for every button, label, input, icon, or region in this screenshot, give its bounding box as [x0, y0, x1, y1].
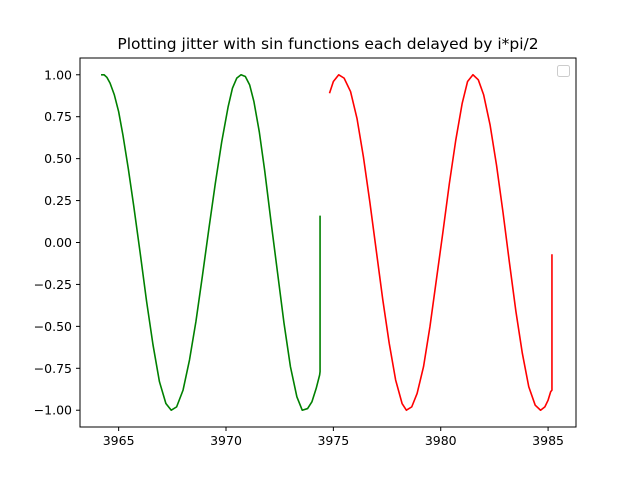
y-tick-label: 0.50	[44, 151, 72, 166]
y-tick-label: −1.00	[34, 403, 72, 418]
legend-box	[557, 65, 570, 77]
y-tick-label: 1.00	[44, 67, 72, 82]
x-tick-label: 3965	[103, 433, 135, 448]
y-tick-label: −0.75	[34, 361, 72, 376]
chart-title: Plotting jitter with sin functions each …	[117, 35, 538, 53]
y-tick-label: −0.25	[34, 277, 72, 292]
series-line-1	[101, 73, 321, 412]
y-tick-label: −0.50	[34, 319, 72, 334]
x-tick-label: 3980	[425, 433, 457, 448]
x-tick-label: 3970	[210, 433, 242, 448]
x-tick-label: 3975	[317, 433, 349, 448]
series-line-2	[328, 73, 553, 412]
y-tick-label: 0.00	[44, 235, 72, 250]
y-tick-label: 0.75	[44, 109, 72, 124]
series-layer	[101, 73, 553, 412]
axes-layer: 3965 3970 3975 3980 3985 1.00 0.75 0.50 0.25 0.00…	[34, 57, 577, 448]
y-tick-label: 0.25	[44, 193, 72, 208]
x-tick-label: 3985	[532, 433, 564, 448]
